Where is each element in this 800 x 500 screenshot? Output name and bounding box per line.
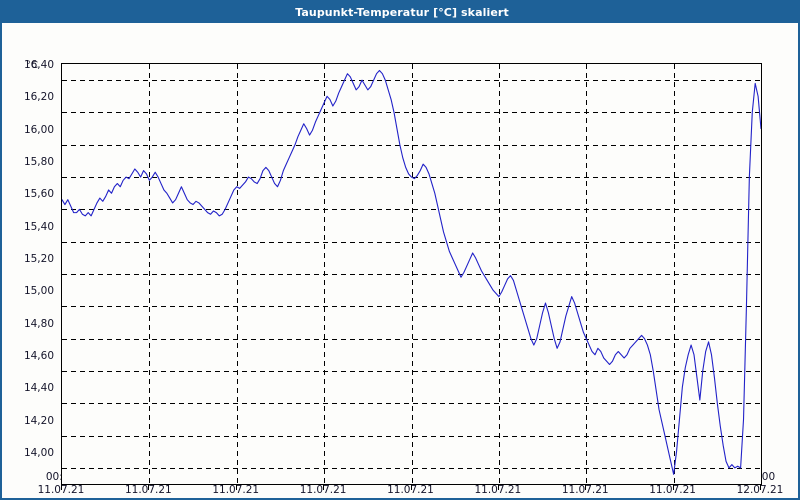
- x-axis-tick-date: 11.07.21: [124, 484, 172, 496]
- plot-area: [61, 63, 762, 485]
- x-axis-tick-date: 11.07.21: [474, 484, 522, 496]
- horizontal-gridlines: [62, 80, 761, 469]
- y-axis-tick-label: 16,00: [23, 123, 54, 136]
- y-axis-tick-label: 14,80: [23, 317, 54, 330]
- x-axis-tick-mark: [760, 485, 761, 490]
- x-axis-tick-date: 11.07.21: [299, 484, 347, 496]
- x-axis-tick-mark: [235, 485, 237, 490]
- series-line-taupunkt: [62, 69, 761, 475]
- y-axis-tick-label: 15,80: [23, 156, 54, 169]
- x-axis-tick-date: 11.07.21: [387, 484, 434, 496]
- y-axis-tick-label: 14,40: [23, 382, 54, 395]
- plot-svg: [62, 64, 761, 484]
- x-axis-tick-date: 11.07.21: [37, 484, 85, 496]
- x-axis-tick-mark: [148, 485, 150, 490]
- y-axis-unit-label: °C: [26, 60, 38, 71]
- y-axis-tick-label: 14,60: [23, 349, 54, 362]
- y-axis-tick-label: 14,00: [23, 446, 54, 459]
- x-axis-tick-mark: [61, 485, 62, 490]
- y-axis-tick-label: 15,20: [23, 253, 54, 265]
- x-axis-tick-date: 12.07.21: [736, 484, 784, 496]
- x-axis-tick-date: 11.07.21: [212, 484, 260, 496]
- y-axis-tick-label: 15,40: [23, 220, 54, 233]
- x-axis-tick-mark: [672, 485, 674, 490]
- y-axis-tick-label: 16,40: [23, 59, 54, 72]
- y-axis-tick-label: 15,60: [23, 188, 54, 201]
- window-title-bar: Taupunkt-Temperatur [°C] skaliert: [2, 2, 798, 23]
- x-axis-tick-date: 11.07.21: [561, 484, 609, 496]
- x-axis-tick-mark: [585, 485, 587, 490]
- y-axis-tick-label: 16,20: [23, 91, 54, 104]
- y-axis-tick-label: 14,20: [23, 414, 54, 427]
- y-axis-tick-label: 15,00: [23, 285, 54, 298]
- vertical-gridlines: [149, 64, 675, 484]
- chart-canvas: °C 16,40 16,20 16,00 15,80 15,60 15,40 15,20 15…: [2, 23, 798, 498]
- x-axis-tick-mark: [497, 485, 499, 490]
- x-axis-tick-mark: [323, 485, 325, 490]
- x-axis-tick-date: 11.07.21: [649, 484, 696, 496]
- x-axis-tick-mark: [410, 485, 412, 490]
